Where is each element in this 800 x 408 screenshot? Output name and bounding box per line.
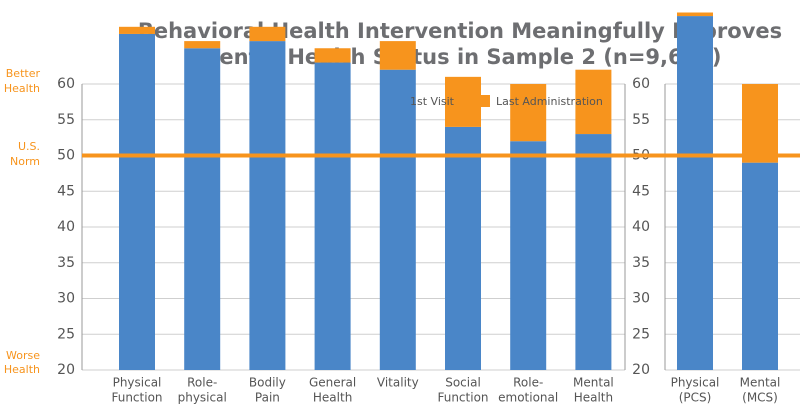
bar [184, 48, 221, 370]
x-tick-label: Health [313, 391, 352, 405]
annotation: Norm [10, 155, 40, 168]
bar [379, 69, 416, 370]
y-tick-label: 35 [57, 255, 75, 271]
annotation: Better [6, 67, 41, 80]
annotation: Health [4, 82, 40, 95]
bar [119, 33, 155, 370]
bar [575, 69, 612, 135]
x-tick-label: Function [111, 391, 162, 405]
chart-title: Behavioral Health Intervention Meaningfu… [138, 19, 782, 43]
bar [677, 12, 713, 17]
y-tick-label: 60 [632, 76, 650, 92]
y-tick-label: 45 [632, 183, 650, 199]
y-tick-label: 60 [57, 76, 75, 92]
x-tick-label: emotional [498, 391, 558, 405]
y-tick-label: 30 [632, 291, 650, 307]
chart-title: Mental Health Status in Sample 2 (n=9,66… [199, 45, 722, 69]
bar [510, 141, 547, 370]
annotation: Health [4, 363, 40, 376]
x-tick-label: Mental [573, 376, 614, 390]
bar [742, 84, 778, 163]
y-tick-label: 40 [632, 219, 650, 235]
x-tick-label: Mental [740, 376, 781, 390]
bar [742, 162, 778, 370]
y-tick-label: 35 [632, 255, 650, 271]
bar [314, 48, 351, 63]
x-tick-label: Pain [255, 391, 280, 405]
y-tick-label: 40 [57, 219, 75, 235]
legend-swatch [477, 95, 490, 107]
x-tick-label: Role- [513, 376, 543, 390]
bar [314, 62, 351, 371]
y-tick-label: 55 [57, 112, 75, 128]
y-tick-label: 25 [57, 326, 75, 342]
x-tick-label: Health [574, 391, 613, 405]
y-tick-label: 20 [57, 362, 75, 378]
y-tick-label: 55 [632, 112, 650, 128]
y-tick-label: 50 [57, 148, 75, 164]
y-tick-label: 45 [57, 183, 75, 199]
x-tick-label: Vitality [377, 376, 419, 390]
x-tick-label: Role- [187, 376, 217, 390]
bar [575, 134, 612, 370]
bar [677, 16, 713, 370]
bar [445, 126, 481, 371]
x-tick-label: Physical [671, 376, 720, 390]
x-tick-label: General [309, 376, 356, 390]
bar [510, 84, 547, 142]
y-tick-label: 25 [632, 326, 650, 342]
x-tick-label: (MCS) [742, 391, 778, 405]
bar [184, 41, 221, 49]
x-tick-label: physical [178, 391, 227, 405]
legend-label: Last Administration [496, 95, 603, 108]
bar [379, 41, 416, 70]
x-tick-label: Social [445, 376, 481, 390]
bar [119, 26, 155, 34]
y-tick-label: 20 [632, 362, 650, 378]
x-tick-label: Function [437, 391, 488, 405]
legend-swatch [392, 95, 404, 107]
bar [249, 41, 286, 370]
x-tick-label: (PCS) [679, 391, 712, 405]
bar [249, 26, 286, 42]
bar [445, 76, 481, 127]
x-tick-label: Physical [113, 376, 162, 390]
annotation: U.S. [18, 140, 40, 153]
x-tick-label: Bodily [249, 376, 286, 390]
legend-label: 1st Visit [410, 95, 455, 108]
annotation: Worse [6, 349, 40, 362]
y-tick-label: 30 [57, 291, 75, 307]
